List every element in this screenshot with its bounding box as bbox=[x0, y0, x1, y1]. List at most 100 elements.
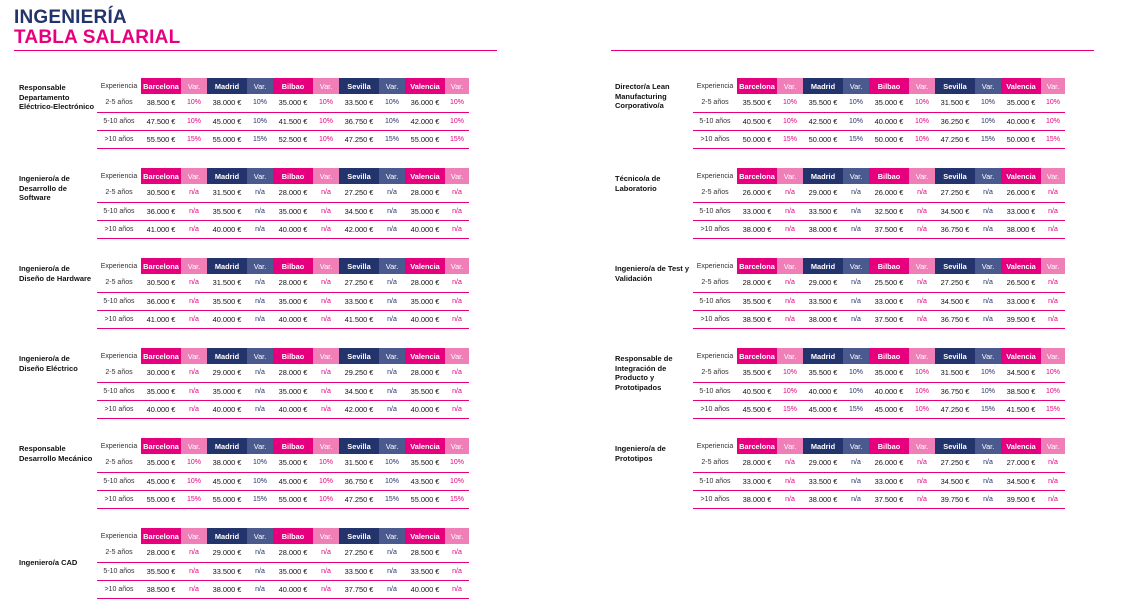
table-row: >10 años 38.000 € n/a 38.000 € n/a 37.500 € n/… bbox=[693, 220, 1065, 239]
city-header: Valencia bbox=[1001, 438, 1041, 454]
experience-cell: 2-5 años bbox=[693, 94, 737, 113]
table-row: 5-10 años 40.500 €10% 40.000 €10% 40.000 €1… bbox=[693, 382, 1065, 401]
salary-cell: 45.000 € bbox=[141, 472, 181, 491]
city-header: Sevilla bbox=[935, 348, 975, 364]
city-header: Sevilla bbox=[935, 258, 975, 274]
var-header: Var. bbox=[777, 78, 803, 94]
salary-cell: 36.250 € bbox=[935, 112, 975, 131]
table-row: 2-5 años 30.500 € n/a 31.500 € n/a 28.000 € n/… bbox=[97, 184, 469, 203]
var-cell: n/a bbox=[1041, 472, 1065, 491]
salary-cell: 36.750 € bbox=[935, 382, 975, 401]
salary-cell: 31.500 € bbox=[935, 94, 975, 113]
var-cell: 10% bbox=[909, 364, 935, 383]
city-header: Barcelona bbox=[737, 258, 777, 274]
salary-block: Ingeniero/a de Desarrollo de Software Exp… bbox=[19, 168, 497, 242]
var-cell: n/a bbox=[445, 382, 469, 401]
salary-cell: 41.500 € bbox=[339, 310, 379, 329]
salary-cell: 33.000 € bbox=[869, 472, 909, 491]
var-cell: n/a bbox=[445, 580, 469, 599]
var-header: Var. bbox=[247, 348, 273, 364]
salary-cell: 33.500 € bbox=[339, 94, 379, 113]
salary-cell: 28.000 € bbox=[141, 544, 181, 563]
salary-cell: 35.000 € bbox=[273, 454, 313, 473]
salary-cell: 47.250 € bbox=[339, 490, 379, 509]
role-title: Ingeniero/a de Diseño Eléctrico bbox=[19, 354, 78, 373]
var-cell: 15% bbox=[247, 130, 273, 149]
experience-cell: >10 años bbox=[693, 490, 737, 509]
city-header: Sevilla bbox=[935, 78, 975, 94]
salary-cell: 33.000 € bbox=[737, 202, 777, 221]
experience-cell: 5-10 años bbox=[97, 292, 141, 311]
table-row: 5-10 años 40.500 €10% 42.500 €10% 40.000 €1… bbox=[693, 112, 1065, 131]
var-cell: n/a bbox=[777, 184, 803, 203]
salary-cell: 40.000 € bbox=[869, 382, 909, 401]
salary-cell: 38.500 € bbox=[1001, 382, 1041, 401]
var-cell: n/a bbox=[379, 220, 405, 239]
salary-cell: 39.750 € bbox=[935, 490, 975, 509]
salary-cell: 55.000 € bbox=[405, 130, 445, 149]
city-header: Barcelona bbox=[141, 168, 181, 184]
salary-cell: 45.000 € bbox=[869, 400, 909, 419]
salary-cell: 35.000 € bbox=[141, 454, 181, 473]
salary-cell: 33.000 € bbox=[1001, 292, 1041, 311]
salary-cell: 29.000 € bbox=[207, 544, 247, 563]
var-header: Var. bbox=[313, 168, 339, 184]
experience-cell: >10 años bbox=[97, 310, 141, 329]
var-cell: n/a bbox=[909, 454, 935, 473]
var-cell: n/a bbox=[181, 184, 207, 203]
salary-cell: 40.000 € bbox=[869, 112, 909, 131]
var-header: Var. bbox=[909, 258, 935, 274]
salary-cell: 33.500 € bbox=[339, 562, 379, 581]
salary-cell: 40.000 € bbox=[405, 400, 445, 419]
var-cell: 10% bbox=[843, 382, 869, 401]
var-cell: n/a bbox=[181, 544, 207, 563]
var-header: Var. bbox=[909, 78, 935, 94]
var-cell: n/a bbox=[843, 310, 869, 329]
var-cell: 10% bbox=[445, 94, 469, 113]
var-cell: n/a bbox=[247, 580, 273, 599]
salary-cell: 33.500 € bbox=[207, 562, 247, 581]
page-title: INGENIERÍA TABLA SALARIAL bbox=[14, 8, 180, 48]
var-cell: n/a bbox=[313, 220, 339, 239]
salary-cell: 55.000 € bbox=[405, 490, 445, 509]
var-cell: n/a bbox=[247, 364, 273, 383]
var-cell: n/a bbox=[975, 472, 1001, 491]
salary-cell: 42.500 € bbox=[803, 112, 843, 131]
salary-cell: 28.000 € bbox=[737, 274, 777, 293]
var-cell: n/a bbox=[313, 274, 339, 293]
var-cell: 10% bbox=[975, 382, 1001, 401]
salary-cell: 36.750 € bbox=[935, 310, 975, 329]
experience-header: Experiencia bbox=[693, 78, 737, 94]
city-header: Barcelona bbox=[737, 348, 777, 364]
var-header: Var. bbox=[313, 528, 339, 544]
experience-cell: >10 años bbox=[97, 220, 141, 239]
salary-cell: 28.000 € bbox=[273, 274, 313, 293]
var-header: Var. bbox=[975, 168, 1001, 184]
var-cell: n/a bbox=[975, 274, 1001, 293]
var-header: Var. bbox=[1041, 78, 1065, 94]
table-row: 2-5 años 28.000 € n/a 29.000 € n/a 26.000 € n/… bbox=[693, 454, 1065, 473]
var-cell: 10% bbox=[379, 472, 405, 491]
city-header: Valencia bbox=[405, 168, 445, 184]
experience-cell: 5-10 años bbox=[693, 472, 737, 491]
var-header: Var. bbox=[975, 348, 1001, 364]
table-row: 5-10 años 47.500 €10% 45.000 €10% 41.500 €1… bbox=[97, 112, 469, 131]
city-header: Valencia bbox=[1001, 258, 1041, 274]
role-title: Responsable Departamento Eléctrico-Elect… bbox=[19, 83, 95, 111]
var-cell: 15% bbox=[445, 490, 469, 509]
city-header: Sevilla bbox=[339, 78, 379, 94]
var-header: Var. bbox=[181, 258, 207, 274]
experience-header: Experiencia bbox=[97, 528, 141, 544]
salary-cell: 38.000 € bbox=[207, 94, 247, 113]
experience-header: Experiencia bbox=[693, 168, 737, 184]
city-header: Valencia bbox=[405, 78, 445, 94]
salary-cell: 35.500 € bbox=[803, 364, 843, 383]
salary-cell: 37.500 € bbox=[869, 490, 909, 509]
salary-table: Experiencia Barcelona Var. Madrid Var. Bilbao… bbox=[97, 438, 469, 509]
salary-cell: 26.000 € bbox=[1001, 184, 1041, 203]
table-header-row: Experiencia Barcelona Var. Madrid Var. Bilbao… bbox=[693, 78, 1065, 94]
var-cell: n/a bbox=[247, 400, 273, 419]
city-header: Bilbao bbox=[273, 78, 313, 94]
var-cell: n/a bbox=[445, 400, 469, 419]
city-header: Barcelona bbox=[141, 528, 181, 544]
